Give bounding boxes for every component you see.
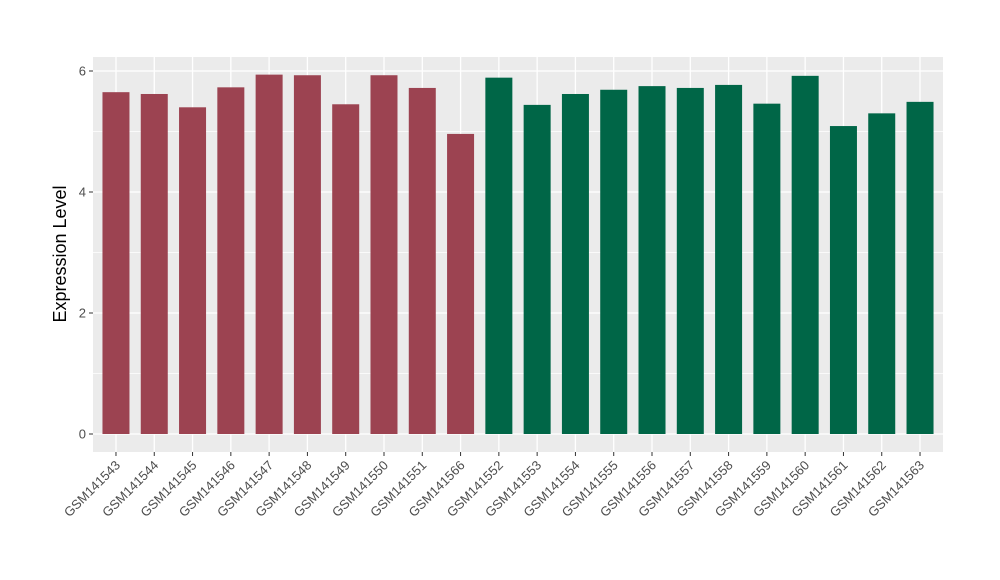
bar-GSM141563	[906, 101, 934, 434]
y-tick-label: 4	[79, 185, 86, 200]
bar-GSM141550	[370, 75, 398, 435]
bar-GSM141560	[791, 75, 819, 434]
y-tick-label: 0	[79, 427, 86, 442]
bar-GSM141557	[676, 87, 704, 434]
bar-GSM141545	[179, 107, 207, 435]
y-axis-title: Expression Level	[50, 185, 70, 322]
bar-GSM141561	[829, 126, 857, 435]
y-tick-label: 2	[79, 306, 86, 321]
bars-group	[102, 74, 934, 435]
bar-GSM141555	[600, 89, 628, 434]
bar-GSM141546	[217, 87, 245, 435]
bar-GSM141554	[561, 93, 589, 435]
bar-GSM141553	[523, 104, 551, 434]
bar-GSM141551	[408, 87, 436, 434]
y-tick-label: 6	[79, 64, 86, 79]
bar-GSM141562	[868, 113, 896, 434]
bar-GSM141559	[753, 103, 781, 435]
bar-GSM141543	[102, 92, 130, 435]
bar-GSM141548	[293, 75, 321, 435]
bar-GSM141552	[485, 77, 513, 434]
bar-GSM141558	[715, 84, 743, 434]
bar-GSM141556	[638, 86, 666, 434]
bar-GSM141566	[447, 133, 475, 435]
bar-GSM141544	[140, 93, 168, 435]
bar-GSM141547	[255, 74, 283, 434]
bar-GSM141549	[332, 104, 360, 435]
